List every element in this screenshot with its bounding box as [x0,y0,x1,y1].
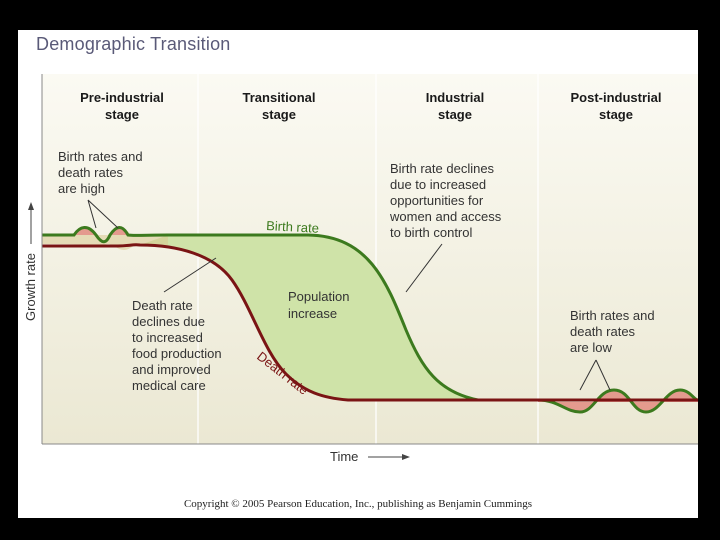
annotation-population-increase: Population increase [288,289,349,321]
annotation-line: declines due [132,314,205,329]
annotation-birth-decline: Birth rate declines due to increased opp… [389,161,502,293]
annotation-line: opportunities for [390,193,484,208]
stage-label-post-industrial-sub: stage [599,107,633,122]
x-axis-label: Time [330,449,358,464]
annotation-line: increase [288,306,337,321]
annotation-death-decline: Death rate declines due to increased foo… [132,257,222,393]
annotation-line: and improved [132,362,211,377]
population-increase-area [140,235,473,400]
stage-label-post-industrial: Post-industrial [570,90,661,105]
annotation-pointer [87,199,119,229]
demographic-transition-diagram: Pre-industrial stage Transitional stage … [23,74,698,464]
y-axis-label: Growth rate [23,253,38,321]
stage-label-pre-industrial-sub: stage [105,107,139,122]
annotation-pointer [405,243,443,293]
slide: Demographic Transition Pre-industria [18,30,698,518]
annotation-line: Birth rates and [570,308,655,323]
annotation-line: medical care [132,378,206,393]
birth-rate-label: Birth rate [266,218,319,236]
death-rate-curve [42,243,698,402]
annotation-line: to birth control [390,225,472,240]
stage-label-industrial-sub: stage [438,107,472,122]
stage-label-industrial: Industrial [426,90,485,105]
annotation-line: Birth rate declines [390,161,495,176]
copyright-notice: Copyright © 2005 Pearson Education, Inc.… [183,498,533,510]
annotation-line: are low [570,340,613,355]
y-axis-arrowhead [28,202,34,210]
annotation-line: Population [288,289,349,304]
annotation-line: to increased [132,330,203,345]
annotation-line: women and access [389,209,502,224]
annotation-line: Death rate [132,298,193,313]
stage-label-pre-industrial: Pre-industrial [80,90,164,105]
stage-label-transitional: Transitional [243,90,316,105]
annotation-line: death rates [58,165,124,180]
stage-label-transitional-sub: stage [262,107,296,122]
x-axis-arrowhead [402,454,410,460]
annotation-pointer [163,257,217,293]
annotation-low-rates: Birth rates and death rates are low [570,308,655,391]
diagram-title: Demographic Transition [36,34,231,54]
birth-rate-curve [42,226,698,414]
annotation-line: Birth rates and [58,149,143,164]
annotation-high-rates: Birth rates and death rates are high [58,149,143,229]
annotation-line: due to increased [390,177,486,192]
annotation-line: death rates [570,324,636,339]
annotation-line: food production [132,346,222,361]
annotation-line: are high [58,181,105,196]
annotation-pointer [579,359,611,391]
